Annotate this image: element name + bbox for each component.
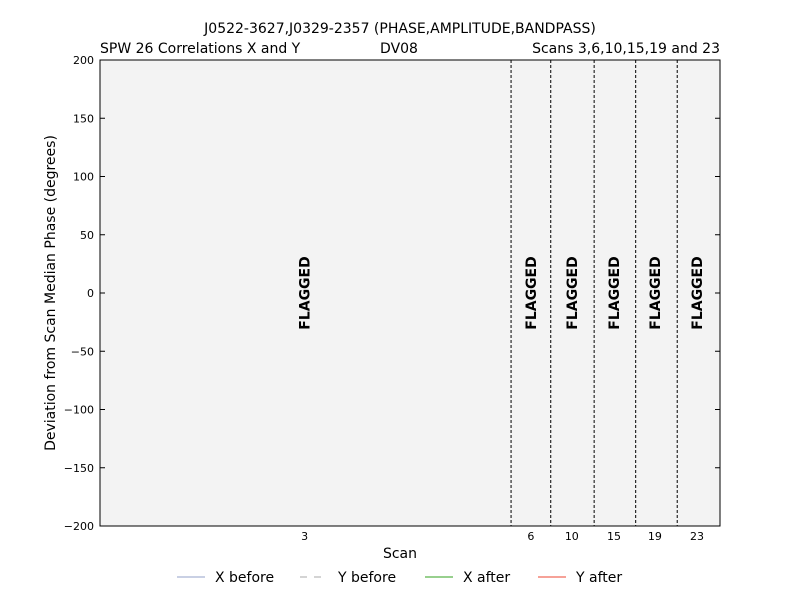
x-tick-label: 15 [607, 530, 621, 543]
x-tick-label: 10 [565, 530, 579, 543]
flagged-label: FLAGGED [524, 256, 540, 330]
x-tick-label: 3 [301, 530, 308, 543]
chart-title: J0522-3627,J0329-2357 (PHASE,AMPLITUDE,B… [203, 21, 596, 37]
x-tick-label: 6 [527, 530, 534, 543]
y-tick-label: 200 [73, 54, 94, 67]
y-tick-label: 50 [80, 229, 94, 242]
chart-subtitle-center: DV08 [380, 41, 418, 57]
y-tick-label: 0 [87, 287, 94, 300]
y-axis-ticks: 200 150 100 50 0 −50 −100 −150 −200 [64, 54, 720, 533]
chart-subtitle-left: SPW 26 Correlations X and Y [100, 41, 301, 57]
flagged-label: FLAGGED [648, 256, 664, 330]
plot-area [100, 60, 720, 526]
flagged-label: FLAGGED [565, 256, 581, 330]
x-tick-label: 19 [648, 530, 662, 543]
plot-frame [99, 59, 721, 527]
legend-label: X before [215, 570, 274, 586]
x-axis-label: Scan [383, 546, 417, 562]
y-tick-label: −100 [64, 404, 94, 417]
legend-label: X after [463, 570, 510, 586]
y-tick-label: −50 [71, 345, 94, 358]
flagged-label: FLAGGED [607, 256, 623, 330]
y-tick-label: 150 [73, 112, 94, 125]
y-tick-label: 100 [73, 171, 94, 184]
x-tick-label: 23 [690, 530, 704, 543]
chart-subtitle-right: Scans 3,6,10,15,19 and 23 [532, 41, 720, 57]
flagged-label: FLAGGED [298, 256, 314, 330]
legend: X before Y before X after Y after [177, 570, 622, 586]
y-axis-label: Deviation from Scan Median Phase (degree… [43, 135, 59, 451]
y-tick-label: −200 [64, 520, 94, 533]
legend-label: Y after [575, 570, 622, 586]
scan-regions: FLAGGED 3 FLAGGED 6 FLAGGED 10 FLAGGED 15 FLAGGE… [298, 60, 706, 543]
legend-label: Y before [337, 570, 396, 586]
y-tick-label: −150 [64, 462, 94, 475]
flagged-label: FLAGGED [690, 256, 706, 330]
